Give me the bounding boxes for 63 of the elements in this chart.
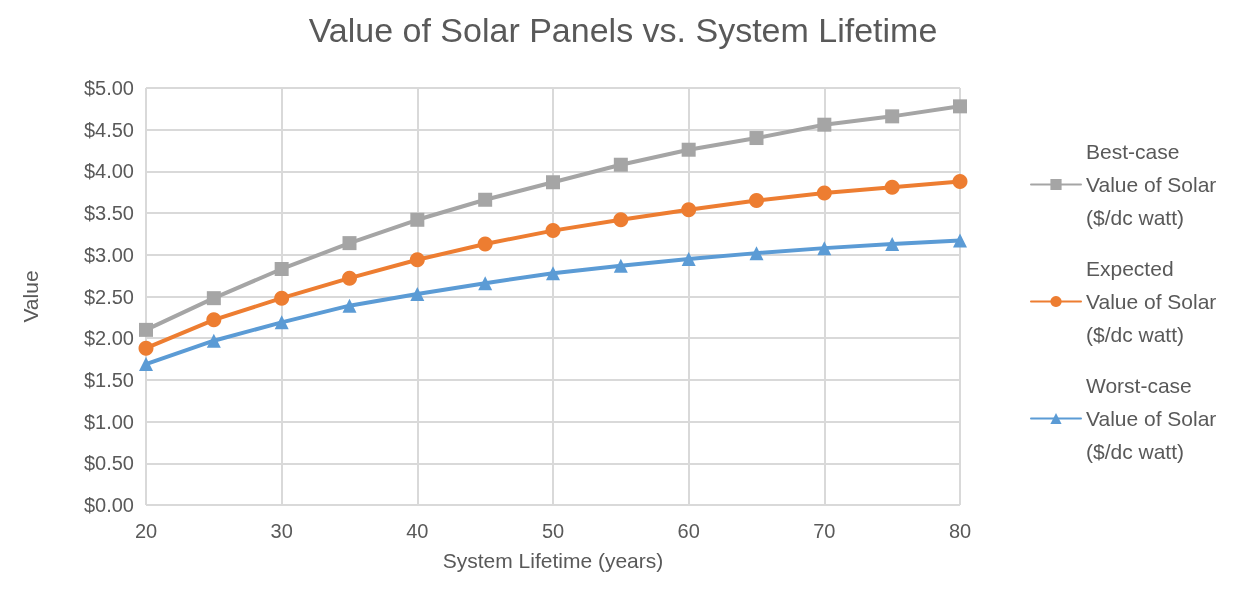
point <box>681 202 697 218</box>
point <box>952 173 968 189</box>
point <box>274 315 289 330</box>
y-tick-label: $3.00 <box>83 243 134 266</box>
point <box>342 270 357 286</box>
point <box>478 276 493 291</box>
y-tick-label: $0.50 <box>83 452 134 475</box>
point <box>817 117 832 132</box>
point <box>410 287 425 301</box>
y-axis-title: Value <box>19 270 42 323</box>
point <box>749 131 764 146</box>
y-tick-label: $4.00 <box>83 160 134 183</box>
x-tick-label: 40 <box>406 520 429 542</box>
point <box>478 192 493 207</box>
point <box>139 322 153 337</box>
x-tick-label: 20 <box>134 520 158 542</box>
y-tick-label: $1.50 <box>83 368 134 391</box>
point <box>953 99 967 114</box>
x-tick-label: 60 <box>677 520 700 542</box>
point <box>884 179 900 195</box>
point <box>206 291 221 306</box>
point <box>681 142 696 157</box>
point <box>885 236 900 251</box>
x-axis-title: System Lifetime (years) <box>442 549 664 572</box>
point <box>885 109 900 124</box>
legend-label: Best-case Value of Solar ($/dc watt) <box>1086 140 1223 229</box>
point <box>613 258 628 273</box>
point <box>138 340 154 356</box>
point <box>953 233 967 248</box>
point <box>206 312 222 328</box>
x-tick-label: 50 <box>541 520 565 542</box>
point <box>477 236 493 252</box>
x-tick-label: 70 <box>813 520 836 542</box>
point <box>139 357 153 372</box>
point <box>342 298 357 313</box>
point <box>274 261 289 276</box>
x-tick-label: 30 <box>270 520 293 542</box>
point <box>545 223 561 239</box>
y-tick-label: $4.50 <box>83 118 134 141</box>
chart-title: Value of Solar Panels vs. System Lifetime <box>308 11 938 49</box>
point <box>613 157 628 172</box>
point <box>342 236 357 251</box>
y-tick-label: $1.00 <box>83 410 134 433</box>
y-tick-label: $2.00 <box>83 327 134 350</box>
point <box>613 212 629 228</box>
legend-label: Expected Value of Solar ($/dc watt) <box>1086 257 1223 346</box>
point <box>546 175 560 190</box>
point <box>681 251 696 266</box>
point <box>817 241 832 256</box>
y-tick-label: $3.50 <box>83 202 134 225</box>
point <box>546 266 560 281</box>
point <box>749 193 764 209</box>
legend-label: Worst-case Value of Solar ($/dc watt) <box>1086 374 1223 463</box>
y-tick-label: $0.00 <box>83 494 134 516</box>
point <box>274 290 290 306</box>
point <box>409 252 425 268</box>
y-tick-label: $2.50 <box>83 285 134 308</box>
point <box>749 246 764 261</box>
point <box>816 185 832 201</box>
x-tick-label: 80 <box>948 520 972 542</box>
y-tick-label: $5.00 <box>83 77 134 99</box>
point <box>410 212 425 227</box>
point <box>206 333 221 348</box>
